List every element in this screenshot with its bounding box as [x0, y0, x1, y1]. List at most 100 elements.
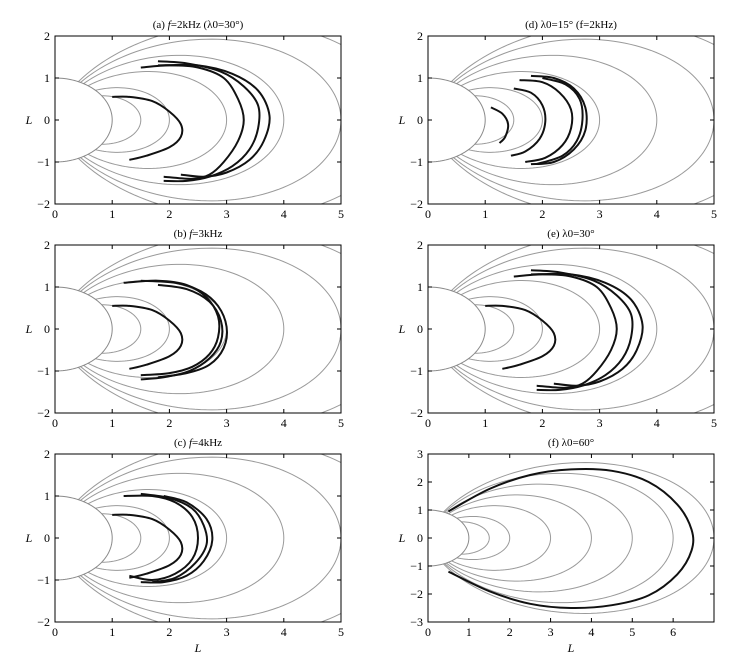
x-tick-label: 5	[711, 416, 717, 430]
ray-path-1	[510, 87, 547, 157]
y-axis-label: L	[25, 322, 33, 336]
x-tick-label: 5	[338, 416, 344, 430]
y-tick-label: −2	[410, 587, 423, 601]
y-tick-label: 1	[44, 489, 50, 503]
x-tick-label: 0	[425, 416, 431, 430]
ray-path-0	[485, 304, 557, 370]
title-rest: λ0=30°	[562, 228, 594, 240]
ray-path-1	[123, 494, 200, 582]
ray-path-3	[140, 495, 214, 584]
x-tick-label: 3	[597, 416, 603, 430]
x-tick-label: 4	[281, 416, 287, 430]
y-tick-label: −2	[37, 406, 50, 420]
x-tick-label: 5	[711, 207, 717, 221]
chart-title: (e) λ0=30°	[547, 228, 594, 240]
y-tick-label: 3	[417, 447, 423, 461]
earth	[428, 509, 470, 567]
title-var: f	[168, 19, 173, 31]
title-prefix: (e)	[547, 228, 562, 240]
x-tick-label: 6	[670, 625, 676, 639]
y-tick-label: 2	[44, 447, 50, 461]
ray-path-3	[157, 63, 271, 178]
chart-title: (f) λ0=60°	[548, 437, 594, 449]
y-tick-label: 2	[417, 29, 423, 43]
ray-path-1	[513, 273, 618, 389]
plot-frame	[427, 453, 715, 623]
y-tick-label: 0	[417, 113, 423, 127]
x-tick-label: 4	[654, 416, 660, 430]
y-tick-label: −1	[410, 155, 423, 169]
x-tick-label: 1	[466, 625, 472, 639]
field-line	[55, 36, 341, 204]
y-tick-label: 1	[417, 280, 423, 294]
ray-path-3	[530, 74, 588, 166]
x-tick-label: 4	[281, 625, 287, 639]
ray-path-3	[530, 272, 644, 387]
x-tick-label: 1	[482, 207, 488, 221]
ray-path-2	[140, 279, 228, 379]
title-var: f	[189, 228, 194, 240]
x-tick-label: 0	[425, 625, 431, 639]
field-line	[55, 454, 341, 622]
ray-path-2	[530, 269, 634, 392]
field-line	[55, 245, 341, 413]
y-tick-label: 0	[417, 322, 423, 336]
chart-title: (c) f=4kHz	[174, 437, 222, 449]
title-rest: =2kHz (λ0=30°)	[171, 19, 244, 31]
y-tick-label: −2	[410, 406, 423, 420]
field-line	[428, 247, 714, 411]
y-tick-label: 1	[44, 71, 50, 85]
x-tick-label: 5	[338, 207, 344, 221]
y-tick-label: −3	[410, 615, 423, 629]
chart-title: (a) f=2kHz (λ0=30°)	[153, 19, 244, 31]
y-tick-label: 0	[417, 531, 423, 545]
ray-path-3	[140, 283, 224, 381]
y-tick-label: 2	[417, 238, 423, 252]
title-rest: λ0=60°	[562, 437, 594, 449]
earth	[428, 286, 486, 372]
y-tick-label: 2	[44, 29, 50, 43]
x-tick-label: 2	[166, 207, 172, 221]
title-prefix: (c)	[174, 437, 189, 449]
ray-path-0	[112, 513, 184, 579]
x-tick-label: 4	[281, 207, 287, 221]
earth	[55, 286, 113, 372]
x-tick-label: 2	[507, 625, 513, 639]
ray-path-1	[140, 64, 245, 180]
y-tick-label: −1	[410, 364, 423, 378]
plot-area	[55, 454, 341, 622]
title-prefix: (d)	[525, 19, 541, 31]
x-tick-label: 2	[166, 416, 172, 430]
chart-panel-1: 0 1 2 3 4 5 −2 −1 0 1 2 L (b) f=3kHz	[25, 228, 344, 430]
ray-path-2	[519, 79, 574, 163]
y-tick-label: 1	[417, 503, 423, 517]
x-tick-label: 1	[482, 416, 488, 430]
ray-path-0	[112, 95, 184, 161]
ray-path-2	[157, 60, 261, 183]
x-tick-label: 4	[654, 207, 660, 221]
x-tick-label: 0	[52, 207, 58, 221]
title-prefix: (a)	[153, 19, 168, 31]
x-tick-label: 3	[224, 625, 230, 639]
ray-path-2	[140, 492, 209, 584]
y-tick-label: −2	[410, 197, 423, 211]
plot-area	[55, 36, 341, 204]
x-tick-label: 2	[539, 207, 545, 221]
plot-area	[428, 462, 714, 614]
field-line	[428, 36, 714, 204]
title-prefix: (f)	[548, 437, 562, 449]
earth	[428, 77, 486, 163]
ray-path-0	[490, 106, 510, 144]
x-tick-label: 4	[588, 625, 594, 639]
y-tick-label: 1	[417, 71, 423, 85]
ray-path-0	[447, 467, 695, 610]
y-axis-label: L	[398, 113, 406, 127]
y-axis-label: L	[25, 531, 33, 545]
chart-title: (b) f=3kHz	[174, 228, 223, 240]
plot-area	[428, 36, 714, 204]
x-tick-label: 3	[597, 207, 603, 221]
field-line	[428, 245, 714, 413]
